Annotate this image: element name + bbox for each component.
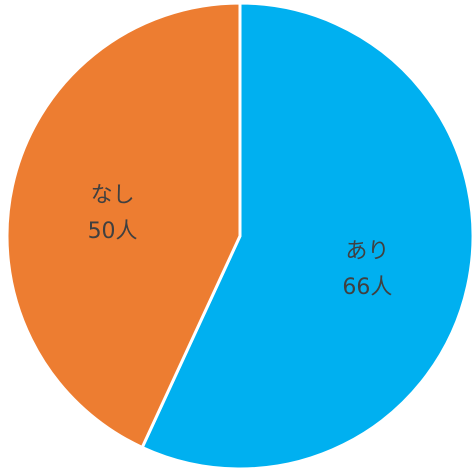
pie-slice-1 xyxy=(5,1,242,449)
slice-label-1: なし xyxy=(91,183,135,208)
pie-slices xyxy=(5,1,472,471)
slice-label-0: あり xyxy=(345,239,389,264)
slice-value-label-1: 50人 xyxy=(88,219,138,244)
slice-labels: あり 66人 なし 50人 xyxy=(88,183,393,300)
slice-value-label-0: 66人 xyxy=(342,275,392,300)
pie-slice-0 xyxy=(140,1,472,471)
